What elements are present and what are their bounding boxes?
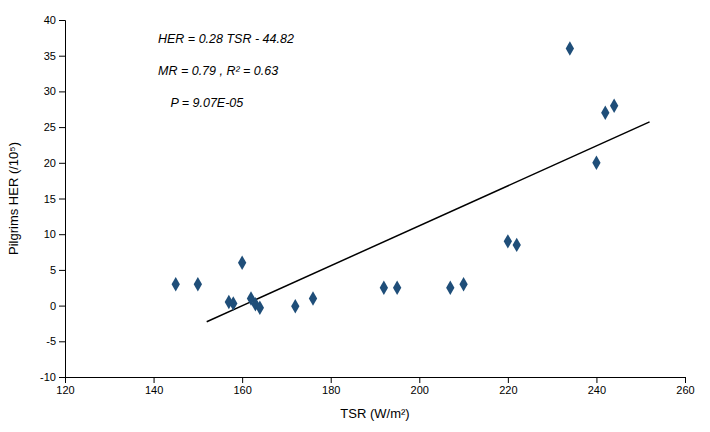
tick: 160 [233,377,251,396]
tick: 180 [322,377,340,396]
tick-mark [59,20,65,21]
tick-mark [59,341,65,342]
tick: 30 [44,85,65,97]
tick-mark [59,56,65,57]
tick-label: 220 [499,384,517,396]
tick-label: 180 [322,384,340,396]
axis-line [66,378,686,384]
x-axis-title: TSR (W/m²) [340,406,409,421]
tick-mark [331,377,332,383]
tick: 220 [499,377,517,396]
tick-mark [59,91,65,92]
tick-label: 260 [676,384,694,396]
tick: 35 [44,50,65,62]
tick: 40 [44,14,65,26]
tick: 120 [56,377,74,396]
tick-mark [59,199,65,200]
tick-mark [59,306,65,307]
annotation: HER = 0.28 TSR - 44.82 [158,32,294,46]
scatter-point [309,291,317,305]
tick-label: 15 [44,193,56,205]
scatter-point [592,156,600,170]
tick: 10 [44,228,65,240]
tick: 15 [44,193,65,205]
tick-label: 25 [44,121,56,133]
tick: -5 [46,335,65,347]
tick-mark [59,270,65,271]
tick-mark [154,377,155,383]
tick-label: 160 [233,384,251,396]
scatter-point [291,299,299,313]
tick-label: 140 [145,384,163,396]
tick-label: 20 [44,157,56,169]
tick-label: 10 [44,228,56,240]
tick: 140 [145,377,163,396]
tick-label: 120 [56,384,74,396]
tick-label: 40 [44,14,56,26]
tick-label: 5 [50,264,56,276]
scatter-point [513,238,521,252]
regression-line [207,122,650,322]
scatter-point [504,234,512,248]
tick: 25 [44,121,65,133]
axis-line [59,21,66,378]
tick: 0 [50,300,65,312]
x-axis: 120 140 160 180 200 220 240 260 [56,377,694,396]
tick: 240 [588,377,606,396]
tick-mark [59,234,65,235]
tick-mark [508,377,509,383]
scatter-point [446,281,454,295]
tick-label: 200 [411,384,429,396]
tick-label: 240 [588,384,606,396]
scatter-point [610,98,618,112]
tick-mark [419,377,420,383]
annotation: MR = 0.79 , R² = 0.63 [158,64,278,78]
scatter-point [256,301,264,315]
scatter-point [194,277,202,291]
scatter-point [393,281,401,295]
tick: 200 [411,377,429,396]
scatter-point [172,277,180,291]
scatter-point [238,256,246,270]
tick: 5 [50,264,65,276]
tick-label: 35 [44,50,56,62]
tick: -10 [40,371,65,383]
tick: 260 [676,377,694,396]
tick-label: -10 [40,371,56,383]
tick-mark [59,127,65,128]
tick-mark [685,377,686,383]
tick-mark [59,163,65,164]
tick-label: 0 [50,300,56,312]
tick-mark [596,377,597,383]
y-axis: -10 -5 0 5 10 15 20 25 30 35 40 [40,14,65,383]
plot-area [172,41,650,321]
chart: 120 140 160 180 200 220 240 260 -10 -5 0 5 10 15 20 25 3… [0,0,710,432]
tick: 20 [44,157,65,169]
scatter-point [459,277,467,291]
tick-label: -5 [46,335,56,347]
tick-mark [242,377,243,383]
scatter-point [380,281,388,295]
scatter-point [229,296,237,310]
tick-mark [59,377,65,378]
annotation: P = 9.07E-05 [170,96,243,110]
tick-label: 30 [44,85,56,97]
y-axis-title: Pilgrims HER (/10⁵) [6,142,21,255]
scatter-point [566,41,574,55]
scatter-point [601,106,609,120]
